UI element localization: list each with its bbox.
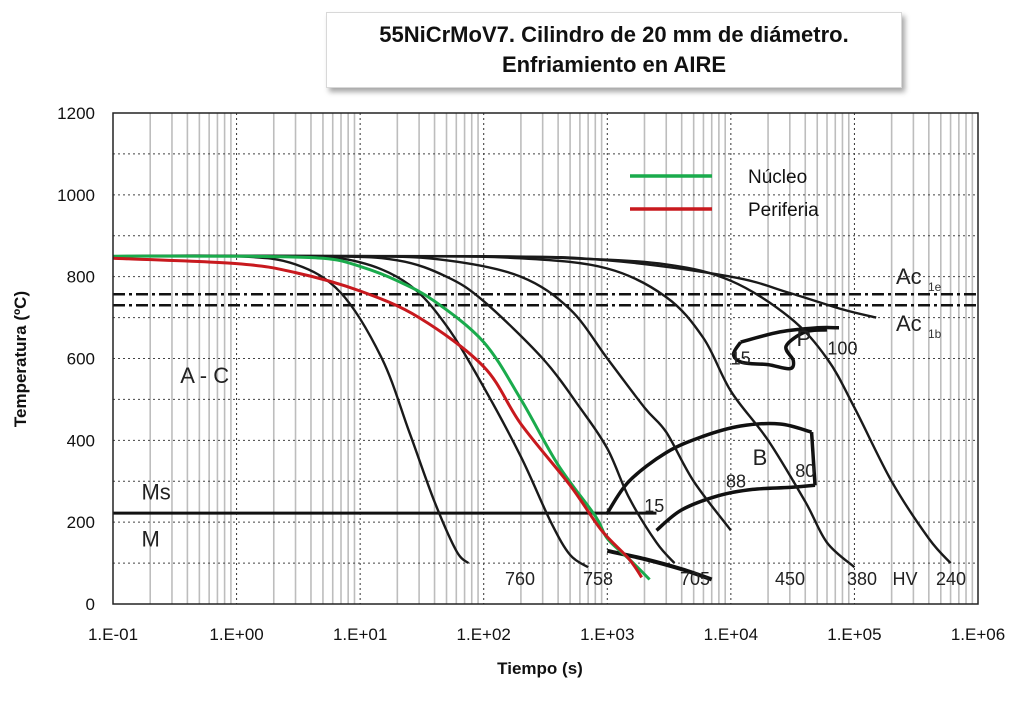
phase-percent-label: 100 [827, 338, 857, 358]
cooling-curve [112, 254, 589, 569]
transformation-boundaries [113, 293, 978, 532]
phase-percent-label: 15 [644, 496, 664, 516]
plot-frame [112, 112, 979, 605]
y-tick-label: 1200 [57, 104, 95, 123]
phase-percent-label: 88 [726, 471, 746, 491]
y-tick-label: 400 [67, 431, 95, 450]
y-axis-title: Temperatura (ºC) [11, 291, 30, 427]
y-tick-label: 800 [67, 268, 95, 287]
bainite-start-boundary [605, 421, 813, 515]
y-tick-label: 600 [67, 350, 95, 369]
phase-percent-label: 80 [795, 461, 815, 481]
hardness-label: 380 [847, 569, 877, 589]
critical-line-subscript: 1e [928, 280, 942, 294]
x-tick-label: 1.E+03 [580, 625, 634, 644]
phase-percent-label: 15 [731, 349, 751, 369]
region-label: Ms [141, 480, 170, 505]
hardness-label: 450 [775, 569, 805, 589]
annotations: Ac 1e Ac 1b A - C P B M Ms 15 100 88 80 15 760 758 705 45… [141, 264, 966, 589]
region-label: B [753, 445, 768, 470]
legend: Núcleo Periferia [630, 167, 819, 221]
chart-title-box: 55NiCrMoV7. Cilindro de 20 mm de diámetr… [326, 12, 902, 88]
cooling-curve [112, 254, 877, 319]
series-line-periferia [112, 256, 643, 579]
critical-line-label: Ac [896, 311, 922, 336]
x-tick-label: 1.E+00 [209, 625, 263, 644]
chart-title-line2: Enfriamiento en AIRE [501, 52, 727, 77]
region-label: A - C [180, 363, 229, 388]
y-tick-label: 0 [86, 595, 95, 614]
hardness-unit-label: HV [892, 569, 917, 589]
x-tick-label: 1.E+05 [827, 625, 881, 644]
x-tick-label: 1.E+04 [704, 625, 758, 644]
y-tick-label: 200 [67, 513, 95, 532]
x-axis-title: Tiempo (s) [497, 659, 583, 678]
x-tick-label: 1.E+06 [951, 625, 1005, 644]
pearlite-start-boundary [740, 325, 840, 344]
critical-line-subscript: 1b [928, 327, 942, 341]
cooling-curves [112, 254, 952, 582]
critical-line-label: Ac [896, 264, 922, 289]
hardness-label: 760 [505, 569, 535, 589]
bainite-end-boundary [655, 483, 816, 532]
hardness-label: 705 [680, 569, 710, 589]
legend-label: Periferia [748, 200, 819, 221]
legend-label: Núcleo [748, 167, 807, 188]
cooling-curve [112, 254, 952, 564]
y-tick-label: 1000 [57, 186, 95, 205]
chart-title-line1: 55NiCrMoV7. Cilindro de 20 mm de diámetr… [379, 22, 849, 47]
pearlite-end-boundary [731, 328, 828, 371]
region-label: P [797, 326, 812, 351]
region-label: M [141, 527, 159, 552]
cooling-curve [112, 254, 470, 565]
bainite-right-boundary [809, 432, 817, 486]
grid [113, 113, 978, 604]
data-series [112, 254, 651, 581]
hardness-label: 758 [583, 569, 613, 589]
hardness-label: 240 [936, 569, 966, 589]
x-tick-label: 1.E-01 [88, 625, 138, 644]
x-tick-label: 1.E+01 [333, 625, 387, 644]
x-tick-label: 1.E+02 [457, 625, 511, 644]
tick-labels: 1.E-01 1.E+00 1.E+01 1.E+02 1.E+03 1.E+04 1.E+… [57, 104, 1005, 644]
